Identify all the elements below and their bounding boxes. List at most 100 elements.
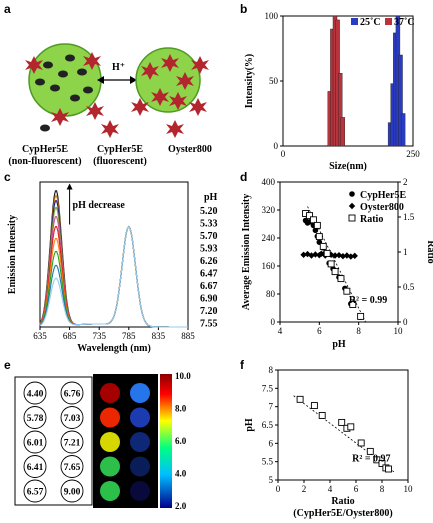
y-tick-label-b-2: 100 — [265, 11, 279, 21]
x-axis-label-b: Size(nm) — [329, 161, 367, 171]
point-d-1-14 — [351, 252, 358, 260]
point-d-2-12 — [357, 312, 365, 320]
well-circle-4-1 — [60, 479, 84, 503]
point-f-7 — [366, 447, 374, 455]
point-d-2-6 — [323, 249, 331, 257]
y-tick-label-d-1: 80 — [266, 289, 276, 299]
x-tick-label-f-1: 2 — [302, 484, 307, 494]
point-d-1-10 — [335, 251, 343, 259]
point-d-2-8 — [331, 268, 339, 276]
x-tick-label-c-4: 835 — [152, 331, 166, 341]
x-tick-label-d-0: 4 — [278, 326, 283, 336]
fluor-spot-0-1 — [130, 383, 150, 403]
legend-marker-d-2 — [348, 214, 356, 222]
well-circle-4-0 — [23, 479, 47, 503]
legend-dye-fluorescent — [101, 120, 119, 138]
point-d-1-0 — [300, 251, 307, 258]
point-d-2-5 — [319, 242, 327, 250]
panel-letter-b: b — [240, 2, 248, 16]
fluor-spot-4-0 — [100, 481, 120, 501]
point-f-1 — [310, 402, 318, 410]
legend-label-c-2: 5.70 — [200, 231, 218, 242]
x-tick-label-f-4: 8 — [380, 484, 385, 494]
point-f-2 — [318, 412, 326, 419]
well-circle-1-0 — [23, 406, 47, 429]
label-nonfluorescent: (non-fluorescent) — [8, 156, 81, 167]
colorbar-tick-4: 2.0 — [175, 501, 187, 511]
arrow-label-h: H⁺ — [112, 62, 125, 73]
chart-d: 0 80 160 240 320 400 0 0.5 1 1.5 2 4 6 8 10 CypHer5EOys… — [241, 177, 433, 350]
well-circle-3-1 — [60, 455, 84, 478]
x-tick-label-d-1: 6 — [317, 326, 322, 336]
y-tick-label-f-6: 8 — [269, 365, 274, 375]
fluor-spot-2-1 — [130, 432, 150, 452]
colorbar-tick-3: 4.0 — [175, 469, 187, 479]
panel-letter-c: c — [4, 170, 11, 184]
star-cluster-a2 — [131, 54, 209, 116]
legend-label-b-0: 25˚C — [360, 17, 381, 28]
y-tick-label-d-0: 0 — [271, 317, 276, 327]
dye-cluster-nonfluorescent — [35, 54, 93, 102]
fluor-spot-3-0 — [100, 456, 120, 477]
legend-label-d-1: Oyster800 — [360, 202, 404, 213]
y2-tick-label-d-1: 0.5 — [403, 282, 415, 292]
well-circle-3-0 — [23, 455, 47, 478]
well-circle-1-1 — [60, 406, 84, 429]
annotation-r2-d: R² = 0.99 — [349, 295, 387, 306]
plot-frame-c — [39, 181, 189, 328]
point-f-5 — [347, 423, 355, 431]
panel-a-schematic: H⁺ CypHer5E (non-fluorescent) CypHer5E (… — [8, 43, 212, 167]
series-line-c-9 — [39, 225, 188, 328]
chart-b: 0 50 100 0 250 25˚C 37˚C Size(nm) Intensity(%) — [244, 11, 420, 171]
legend-label-d-2: Ratio — [360, 214, 383, 225]
y-tick-label-f-1: 5.5 — [262, 457, 274, 467]
point-d-0-4 — [312, 227, 319, 234]
legend-swatch-b-0 — [351, 18, 358, 25]
annotation-ph-decrease: pH decrease — [73, 200, 126, 211]
y-tick-label-d-2: 160 — [262, 261, 276, 271]
point-f-3 — [338, 418, 346, 426]
star-cluster-a1 — [25, 52, 104, 126]
arrowhead-left — [97, 76, 104, 84]
legend-label-c-7: 6.90 — [200, 294, 218, 305]
colorbar — [160, 374, 172, 508]
point-d-1-3 — [312, 251, 319, 258]
x-tick-label-c-3: 785 — [122, 331, 136, 341]
label-cypher5e-1: CypHer5E — [22, 144, 68, 155]
y2-tick-label-d-4: 2 — [403, 177, 408, 187]
annotation-arrowhead-c — [66, 183, 73, 190]
well-circle-2-0 — [23, 430, 47, 454]
well-label-1-1: 7.03 — [64, 414, 81, 424]
legend-label-d-0: CypHer5E — [360, 190, 406, 201]
x-tick-label-f-2: 4 — [328, 484, 333, 494]
point-d-2-7 — [327, 260, 335, 268]
fluor-spot-3-1 — [130, 456, 150, 477]
trendline-f — [293, 395, 396, 473]
legend-swatch-b-1 — [385, 18, 392, 25]
y-axis-label-d: Average Emission Intensity — [241, 194, 252, 310]
x-tick-label-f-0: 0 — [276, 484, 281, 494]
well-label-0-0: 4.40 — [27, 390, 44, 400]
point-d-1-5 — [318, 250, 325, 257]
y-tick-label-d-3: 240 — [262, 233, 276, 243]
point-d-1-13 — [347, 253, 354, 260]
panel-letter-e: e — [4, 358, 11, 372]
y-tick-label-f-5: 7.5 — [262, 383, 274, 393]
y-tick-label-f-2: 6 — [269, 438, 274, 448]
x-tick-label-c-0: 635 — [33, 331, 47, 341]
point-d-2-11 — [349, 301, 357, 308]
x-tick-label-d-2: 8 — [356, 326, 361, 336]
panel-letter-f: f — [240, 358, 244, 372]
arrowhead-right — [130, 76, 137, 84]
point-f-9 — [378, 460, 386, 467]
legend-label-c-4: 6.26 — [200, 256, 218, 267]
panel-letter-a: a — [4, 2, 11, 16]
legend-label-c-6: 6.67 — [200, 281, 218, 292]
well-circle-0-1 — [60, 381, 84, 405]
legend-marker-d-1 — [348, 202, 356, 210]
fluor-spot-4-1 — [130, 481, 150, 501]
well-label-4-0: 6.57 — [27, 488, 44, 498]
y2-tick-label-d-3: 1.5 — [403, 212, 415, 222]
y-tick-label-b-0: 0 — [274, 141, 279, 151]
fluor-spot-1-1 — [130, 407, 150, 428]
